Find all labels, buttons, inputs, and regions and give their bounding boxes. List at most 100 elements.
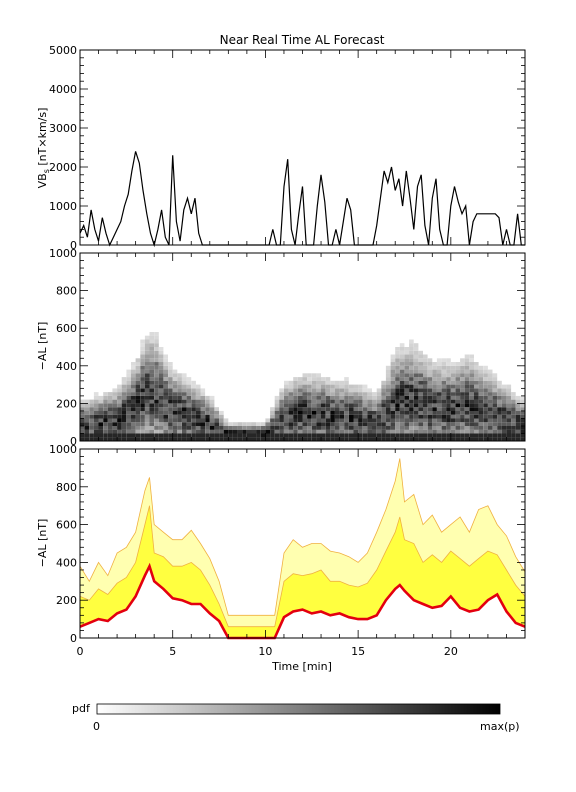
- heatmap-cell: [367, 418, 372, 423]
- heatmap-cell: [385, 426, 391, 430]
- heatmap-cell: [399, 380, 405, 385]
- heatmap-cell: [302, 418, 308, 423]
- heatmap-cell: [501, 395, 507, 400]
- heatmap-cell: [492, 395, 498, 400]
- heatmap-cell: [89, 399, 94, 404]
- heatmap-cell: [353, 437, 359, 441]
- heatmap-cell: [140, 407, 145, 411]
- heatmap-cell: [182, 429, 187, 434]
- heatmap-cell: [316, 403, 321, 408]
- heatmap-cell: [436, 362, 442, 366]
- heatmap-cell: [112, 426, 117, 430]
- heatmap-cell: [325, 410, 331, 415]
- heatmap-cell: [464, 437, 470, 441]
- heatmap-cell: [121, 418, 127, 423]
- heatmap-cell: [423, 426, 428, 430]
- heatmap-cell: [219, 433, 224, 438]
- heatmap-cell: [413, 380, 419, 385]
- heatmap-cell: [214, 426, 219, 430]
- heatmap-cell: [89, 426, 94, 430]
- heatmap-cell: [497, 388, 502, 393]
- heatmap-cell: [182, 433, 187, 438]
- heatmap-cell: [103, 403, 108, 408]
- heatmap-cell: [413, 395, 419, 400]
- heatmap-cell: [177, 388, 182, 393]
- heatmap-cell: [172, 429, 178, 434]
- heatmap-cell: [182, 399, 187, 404]
- heatmap-cell: [511, 407, 516, 411]
- heatmap-cell: [316, 399, 321, 404]
- heatmap-cell: [395, 347, 400, 351]
- heatmap-cell: [376, 388, 382, 393]
- heatmap-cell: [399, 395, 405, 400]
- heatmap-cell: [311, 433, 317, 438]
- heatmap-cell: [321, 407, 326, 411]
- heatmap-cell: [367, 388, 372, 393]
- heatmap-cell: [362, 437, 368, 441]
- heatmap-cell: [279, 418, 284, 423]
- heatmap-cell: [186, 429, 192, 434]
- heatmap-cell: [311, 418, 317, 423]
- heatmap-cell: [423, 407, 428, 411]
- heatmap-cell: [423, 373, 428, 378]
- heatmap-cell: [163, 429, 168, 434]
- heatmap-cell: [348, 426, 354, 430]
- heatmap-cell: [154, 373, 159, 378]
- heatmap-cell: [450, 437, 456, 441]
- heatmap-cell: [399, 358, 405, 363]
- heatmap-cell: [321, 395, 326, 400]
- heatmap-cell: [432, 395, 437, 400]
- heatmap-cell: [367, 399, 372, 404]
- heatmap-cell: [367, 395, 372, 400]
- heatmap-cell: [233, 429, 238, 434]
- heatmap-cell: [464, 418, 470, 423]
- heatmap-cell: [154, 377, 159, 381]
- heatmap-cell: [158, 399, 164, 404]
- heatmap-cell: [464, 426, 470, 430]
- heatmap-cell: [177, 433, 182, 438]
- heatmap-cell: [93, 392, 99, 396]
- heatmap-cell: [126, 369, 131, 374]
- heatmap-cell: [390, 388, 396, 393]
- heatmap-cell: [325, 395, 331, 400]
- heatmap-cell: [182, 418, 187, 423]
- heatmap-cell: [154, 395, 159, 400]
- heatmap-cell: [330, 392, 335, 396]
- heatmap-cell: [358, 399, 363, 404]
- heatmap-cell: [497, 422, 502, 426]
- heatmap-cell: [112, 437, 117, 441]
- heatmap-cell: [177, 380, 182, 385]
- heatmap-cell: [487, 414, 493, 419]
- heatmap-cell: [154, 388, 159, 393]
- heatmap-cell: [450, 426, 456, 430]
- heatmap-cell: [209, 437, 215, 441]
- heatmap-cell: [140, 395, 145, 400]
- heatmap-cell: [214, 433, 219, 438]
- heatmap-cell: [474, 433, 479, 438]
- heatmap-cell: [413, 422, 419, 426]
- heatmap-cell: [450, 373, 456, 378]
- heatmap-cell: [423, 437, 428, 441]
- heatmap-cell: [353, 384, 359, 389]
- forecast-ytick-label: 1000: [49, 443, 77, 456]
- heatmap-cell: [158, 369, 164, 374]
- heatmap-cell: [358, 426, 363, 430]
- heatmap-cell: [409, 429, 414, 434]
- heatmap-cell: [149, 373, 155, 378]
- heatmap-cell: [140, 392, 145, 396]
- heatmap-cell: [404, 362, 410, 366]
- heatmap-cell: [330, 399, 335, 404]
- heatmap-cell: [209, 395, 215, 400]
- heatmap-cell: [140, 373, 145, 378]
- heatmap-cell: [515, 410, 521, 415]
- heatmap-frame: [79, 252, 526, 442]
- forecast-ytick-label: 600: [56, 519, 77, 532]
- heatmap-cell: [219, 429, 224, 434]
- heatmap-cell: [107, 403, 113, 408]
- heatmap-cell: [492, 414, 498, 419]
- heatmap-cell: [395, 422, 400, 426]
- heatmap-cell: [195, 414, 201, 419]
- heatmap-cell: [469, 388, 474, 393]
- heatmap-cell: [182, 403, 187, 408]
- heatmap-cell: [293, 380, 298, 385]
